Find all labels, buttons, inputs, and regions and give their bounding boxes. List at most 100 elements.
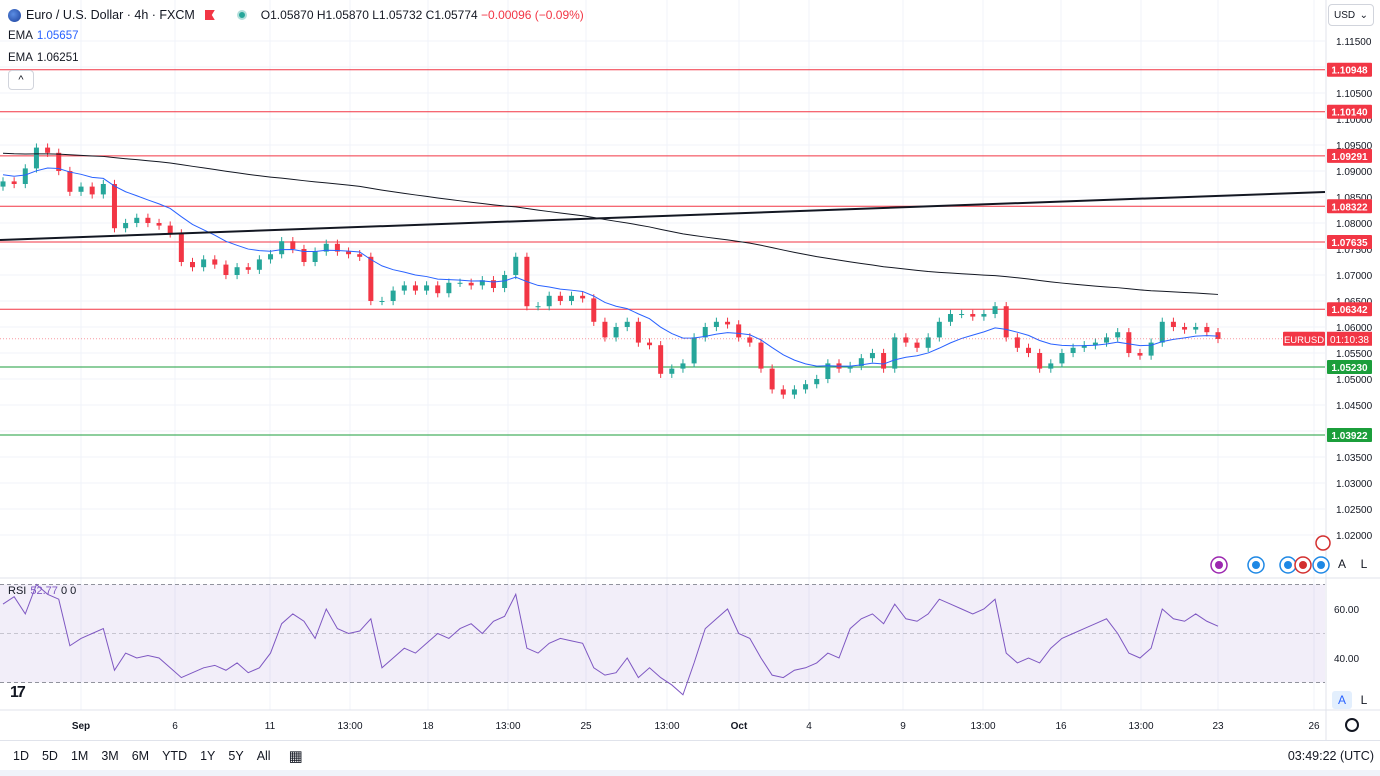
candle-body [992, 306, 998, 314]
candle-body [379, 301, 385, 302]
candle-body [580, 295, 586, 299]
candle [591, 294, 597, 326]
rsi-legend[interactable]: RSI 52.77 0 0 [8, 585, 77, 597]
ema-fast-line [2, 167, 1219, 367]
candle-body [936, 321, 942, 338]
support-level-label: 1.03922 [1331, 431, 1368, 442]
time-tick-label: Sep [72, 721, 90, 732]
chart-header: Euro / U.S. Dollar · 4h · FXCM O1.05870 … [8, 6, 584, 24]
candle-body [490, 280, 496, 288]
market-status-icon[interactable] [236, 10, 247, 20]
candle-body [1081, 345, 1087, 348]
candle [1204, 322, 1210, 337]
time-tick-label: 26 [1308, 721, 1320, 732]
candle-body [981, 314, 987, 317]
candle [156, 218, 162, 230]
settings-gear-icon[interactable] [1345, 718, 1359, 732]
time-tick-label: 18 [422, 721, 434, 732]
candle-body [702, 327, 708, 338]
range-1d[interactable]: 1D [13, 749, 29, 763]
candle [624, 317, 630, 332]
candle-body [1204, 327, 1210, 333]
price-tick-label: 1.11500 [1336, 37, 1372, 48]
candle [245, 263, 251, 274]
candle [970, 309, 976, 321]
auto-scale-button[interactable]: A [1337, 557, 1346, 571]
time-tick-label: 4 [806, 721, 812, 732]
candle-body [156, 223, 162, 226]
candle-body [1148, 342, 1154, 356]
candle [959, 309, 965, 319]
range-5y[interactable]: 5Y [228, 749, 244, 763]
candle [167, 221, 173, 238]
price-tick-label: 1.10000 [1336, 115, 1373, 126]
chart-canvas[interactable]: 1.115001.110001.105001.100001.095001.090… [0, 0, 1380, 740]
candle-body [189, 262, 195, 268]
candle-body [914, 342, 920, 348]
flag-icon[interactable] [204, 10, 215, 20]
range-1y[interactable]: 1Y [200, 749, 216, 763]
candle-body [22, 168, 28, 184]
time-tick-label: 13:00 [970, 721, 995, 732]
symbol-title[interactable]: Euro / U.S. Dollar · 4h · FXCM [26, 8, 195, 22]
price-tick-label: 1.04500 [1336, 401, 1373, 412]
event-icon [1315, 535, 1331, 551]
candle-body [624, 321, 630, 327]
candle-body [1014, 337, 1020, 348]
candle-body [89, 186, 95, 195]
candle [268, 250, 274, 264]
candle-body [56, 152, 62, 171]
time-tick-label: 16 [1055, 721, 1067, 732]
rsi-auto-scale-button[interactable]: A [1332, 691, 1352, 709]
rsi-log-scale-button[interactable]: L [1360, 693, 1368, 707]
resistance-level-label: 1.06342 [1331, 305, 1368, 316]
log-scale-button[interactable]: L [1360, 557, 1368, 571]
candle-body [290, 241, 296, 249]
candle-body [1026, 347, 1032, 353]
candle [1081, 341, 1087, 352]
collapse-legend-button[interactable]: ^ [8, 70, 34, 90]
range-5d[interactable]: 5D [41, 749, 58, 763]
candle [658, 341, 664, 378]
candle [1026, 343, 1032, 358]
calendar-icon[interactable]: ▦ [288, 748, 303, 765]
candle-body [825, 363, 831, 379]
range-6m[interactable]: 6M [131, 749, 150, 763]
price-tick-label: 1.08000 [1336, 219, 1373, 230]
candle-body [67, 171, 73, 192]
range-1m[interactable]: 1M [70, 749, 89, 763]
ema-slow-legend[interactable]: EMA 1.06251 [8, 52, 79, 64]
candle [535, 302, 541, 311]
candle-body [279, 241, 285, 255]
candle [468, 278, 474, 290]
price-tick-label: 1.03500 [1336, 453, 1373, 464]
range-3m[interactable]: 3M [101, 749, 119, 763]
candle [925, 333, 931, 352]
candle [212, 255, 218, 269]
trend-line [0, 191, 1326, 241]
tradingview-logo[interactable]: 17 [10, 684, 26, 701]
candle [479, 276, 485, 290]
candle [936, 317, 942, 342]
ema-slow-line [2, 152, 1219, 295]
candle [1003, 302, 1009, 342]
utc-clock[interactable]: 03:49:22 (UTC) [1287, 749, 1374, 763]
candle-body [925, 337, 931, 348]
price-tick-label: 1.07500 [1336, 245, 1373, 256]
bottom-strip [0, 770, 1380, 776]
candle-body [1070, 347, 1076, 353]
candle [1014, 333, 1020, 352]
candle-body [725, 321, 731, 325]
candle-body [1193, 327, 1199, 330]
ema-fast-legend[interactable]: EMA 1.05657 [8, 30, 79, 42]
candle [279, 237, 285, 259]
candle-body [312, 251, 318, 262]
candle [892, 333, 898, 373]
range-ytd[interactable]: YTD [162, 749, 188, 763]
currency-selector[interactable]: USD ⌄ [1328, 4, 1374, 26]
candle [0, 177, 6, 191]
candle [78, 182, 84, 196]
candle [56, 148, 62, 176]
resistance-level-tag [1327, 199, 1372, 214]
range-all[interactable]: All [256, 749, 271, 763]
